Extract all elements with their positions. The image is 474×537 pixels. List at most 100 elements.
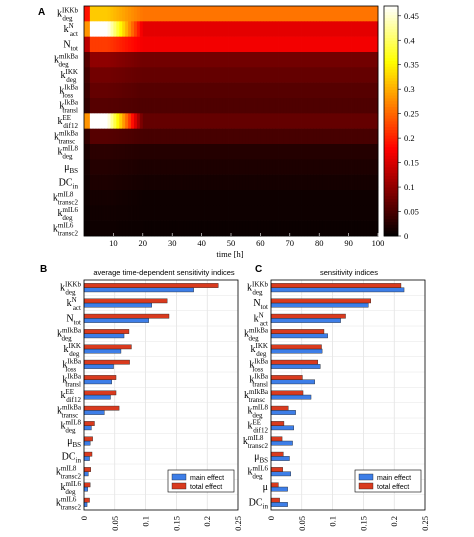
heatmap-cell xyxy=(339,159,344,175)
heatmap-cell xyxy=(257,98,261,114)
heatmap-cell xyxy=(357,98,361,114)
heatmap-cell xyxy=(183,6,188,22)
heatmap-cell xyxy=(172,52,176,68)
heatmap-cell xyxy=(242,159,247,175)
bar-category-label: kmIL6 deg xyxy=(247,465,268,481)
bar-main-effect xyxy=(83,379,112,385)
heatmap-cell xyxy=(84,21,88,37)
heatmap-cell xyxy=(192,98,197,114)
colorbar-segment xyxy=(384,26,398,30)
heatmap-cell xyxy=(357,113,361,129)
heatmap-cell xyxy=(95,220,100,237)
heatmap-cell xyxy=(295,98,300,114)
panel-label-b: B xyxy=(40,264,47,275)
heatmap-cell xyxy=(178,113,182,129)
colorbar-segment xyxy=(384,86,398,90)
heatmap-cell xyxy=(213,174,217,191)
heatmap-cell xyxy=(186,21,191,37)
heatmap-cell xyxy=(254,82,258,99)
heatmap-cell xyxy=(131,144,135,160)
heatmap-cell xyxy=(228,6,232,22)
heatmap-cell xyxy=(110,159,114,175)
heatmap-cell xyxy=(113,67,117,83)
heatmap-cell xyxy=(354,190,358,206)
heatmap-cell xyxy=(186,36,191,53)
heatmap-cell xyxy=(148,52,153,68)
heatmap-cell xyxy=(242,6,247,22)
heatmap-cell xyxy=(160,67,164,83)
heatmap-cell xyxy=(292,98,297,114)
heatmap-cell xyxy=(336,220,341,237)
heatmap-cell xyxy=(375,205,379,221)
heatmap-cell xyxy=(275,98,279,114)
heatmap-cell xyxy=(192,113,197,129)
heatmap-cell xyxy=(139,205,144,221)
heatmap-cell xyxy=(142,144,147,160)
heatmap-cell xyxy=(86,128,91,145)
heatmap-cell xyxy=(157,220,161,237)
heatmap-cell xyxy=(322,190,326,206)
bar-category-label: kIKK deg xyxy=(251,342,268,358)
heatmap-cell xyxy=(286,190,291,206)
heatmap-cell xyxy=(157,98,161,114)
heatmap-cell xyxy=(183,205,188,221)
heatmap-cell xyxy=(148,128,153,145)
heatmap-cell xyxy=(251,190,255,206)
heatmap-cell xyxy=(131,36,135,53)
heatmap-cell xyxy=(239,36,244,53)
heatmap-cell xyxy=(157,82,161,99)
heatmap-cell xyxy=(375,144,379,160)
heatmap-cell xyxy=(348,21,352,37)
heatmap-cell xyxy=(148,98,153,114)
bar-main-effect xyxy=(83,425,92,431)
bar-total-effect xyxy=(83,497,90,503)
heatmap-cell xyxy=(204,21,208,37)
heatmap-cell xyxy=(313,98,317,114)
heatmap-cell xyxy=(104,159,108,175)
heatmap-cell xyxy=(342,98,347,114)
heatmap-cell xyxy=(257,6,261,22)
heatmap-cell xyxy=(133,82,138,99)
heatmap-cell xyxy=(260,113,264,129)
panel-label-a: A xyxy=(38,7,45,18)
heatmap-cell xyxy=(236,21,241,37)
heatmap-cell xyxy=(107,82,111,99)
heatmap-cell xyxy=(148,67,153,83)
heatmap-cell xyxy=(348,220,352,237)
heatmap-cell xyxy=(328,21,332,37)
colorbar-segment xyxy=(384,187,398,191)
heatmap-cell xyxy=(283,67,288,83)
heatmap-cell xyxy=(142,82,147,99)
heatmap-cell xyxy=(195,205,200,221)
heatmap-cell xyxy=(125,190,129,206)
heatmap-cell xyxy=(98,6,103,22)
heatmap-row-label: kEE dif12 xyxy=(57,114,78,130)
heatmap-cell xyxy=(328,205,332,221)
heatmap-cell xyxy=(183,113,188,129)
heatmap-cell xyxy=(357,128,361,145)
heatmap-cell xyxy=(375,190,379,206)
bar-total-effect xyxy=(83,298,168,304)
heatmap-cell xyxy=(325,113,329,129)
heatmap-cell xyxy=(366,52,370,68)
heatmap-cell xyxy=(366,82,370,99)
heatmap-cell xyxy=(357,190,361,206)
heatmap-cell xyxy=(322,21,326,37)
colorbar-segment xyxy=(384,118,398,122)
heatmap-cell xyxy=(330,159,335,175)
heatmap-cell xyxy=(363,113,367,129)
heatmap-cell xyxy=(260,67,264,83)
heatmap-cell xyxy=(225,159,229,175)
heatmap-cell xyxy=(110,52,114,68)
colorbar-segment xyxy=(384,49,398,53)
heatmap-row-label: kIkBa transl xyxy=(59,99,79,115)
heatmap-cell xyxy=(257,36,261,53)
heatmap-cell xyxy=(260,144,264,160)
heatmap-cell xyxy=(222,190,226,206)
heatmap-cell xyxy=(225,98,229,114)
heatmap-cell xyxy=(239,82,244,99)
heatmap-cell xyxy=(339,113,344,129)
heatmap-cell xyxy=(133,128,138,145)
heatmap-cell xyxy=(357,36,361,53)
heatmap-cell xyxy=(169,82,173,99)
